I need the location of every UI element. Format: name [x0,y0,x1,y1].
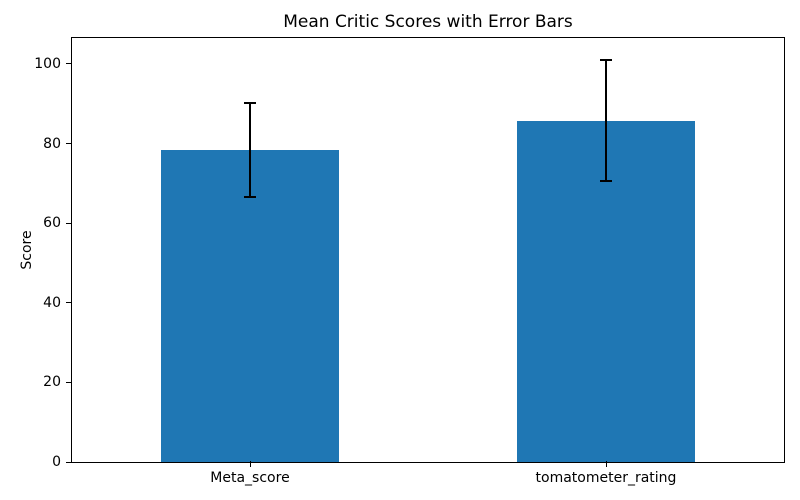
y-tick-label: 40 [43,294,61,311]
error-bar-line [605,60,607,182]
y-tick-label: 20 [43,374,61,391]
plot-area: 0 20 40 60 80 100 Meta_score tomatometer_rating [34,37,785,486]
error-bar-cap-bottom [600,180,612,183]
y-tick-label: 60 [43,215,61,232]
x-tick-label: Meta_score [210,470,290,486]
y-tick-label: 80 [43,135,61,152]
x-tick-label: tomatometer_rating [535,470,677,486]
y-tick-mark [66,302,71,304]
x-tick-mark [605,461,607,467]
error-bar-cap-top [244,101,256,104]
y-tick-mark [66,222,71,224]
y-tick-mark [66,461,71,463]
y-tick-label: 100 [34,55,61,72]
y-tick-mark [66,381,71,383]
y-tick-mark [66,143,71,144]
error-bar-cap-top [600,59,612,62]
x-tick-mark [249,461,251,467]
error-bar-cap-bottom [244,195,256,198]
y-tick-mark [66,63,71,65]
y-axis-label: Score [19,230,35,270]
bar-meta_score [161,149,339,462]
chart-title: Mean Critic Scores with Error Bars [283,12,573,32]
error-bar-line [249,102,251,197]
y-tick-label: 0 [52,454,61,470]
